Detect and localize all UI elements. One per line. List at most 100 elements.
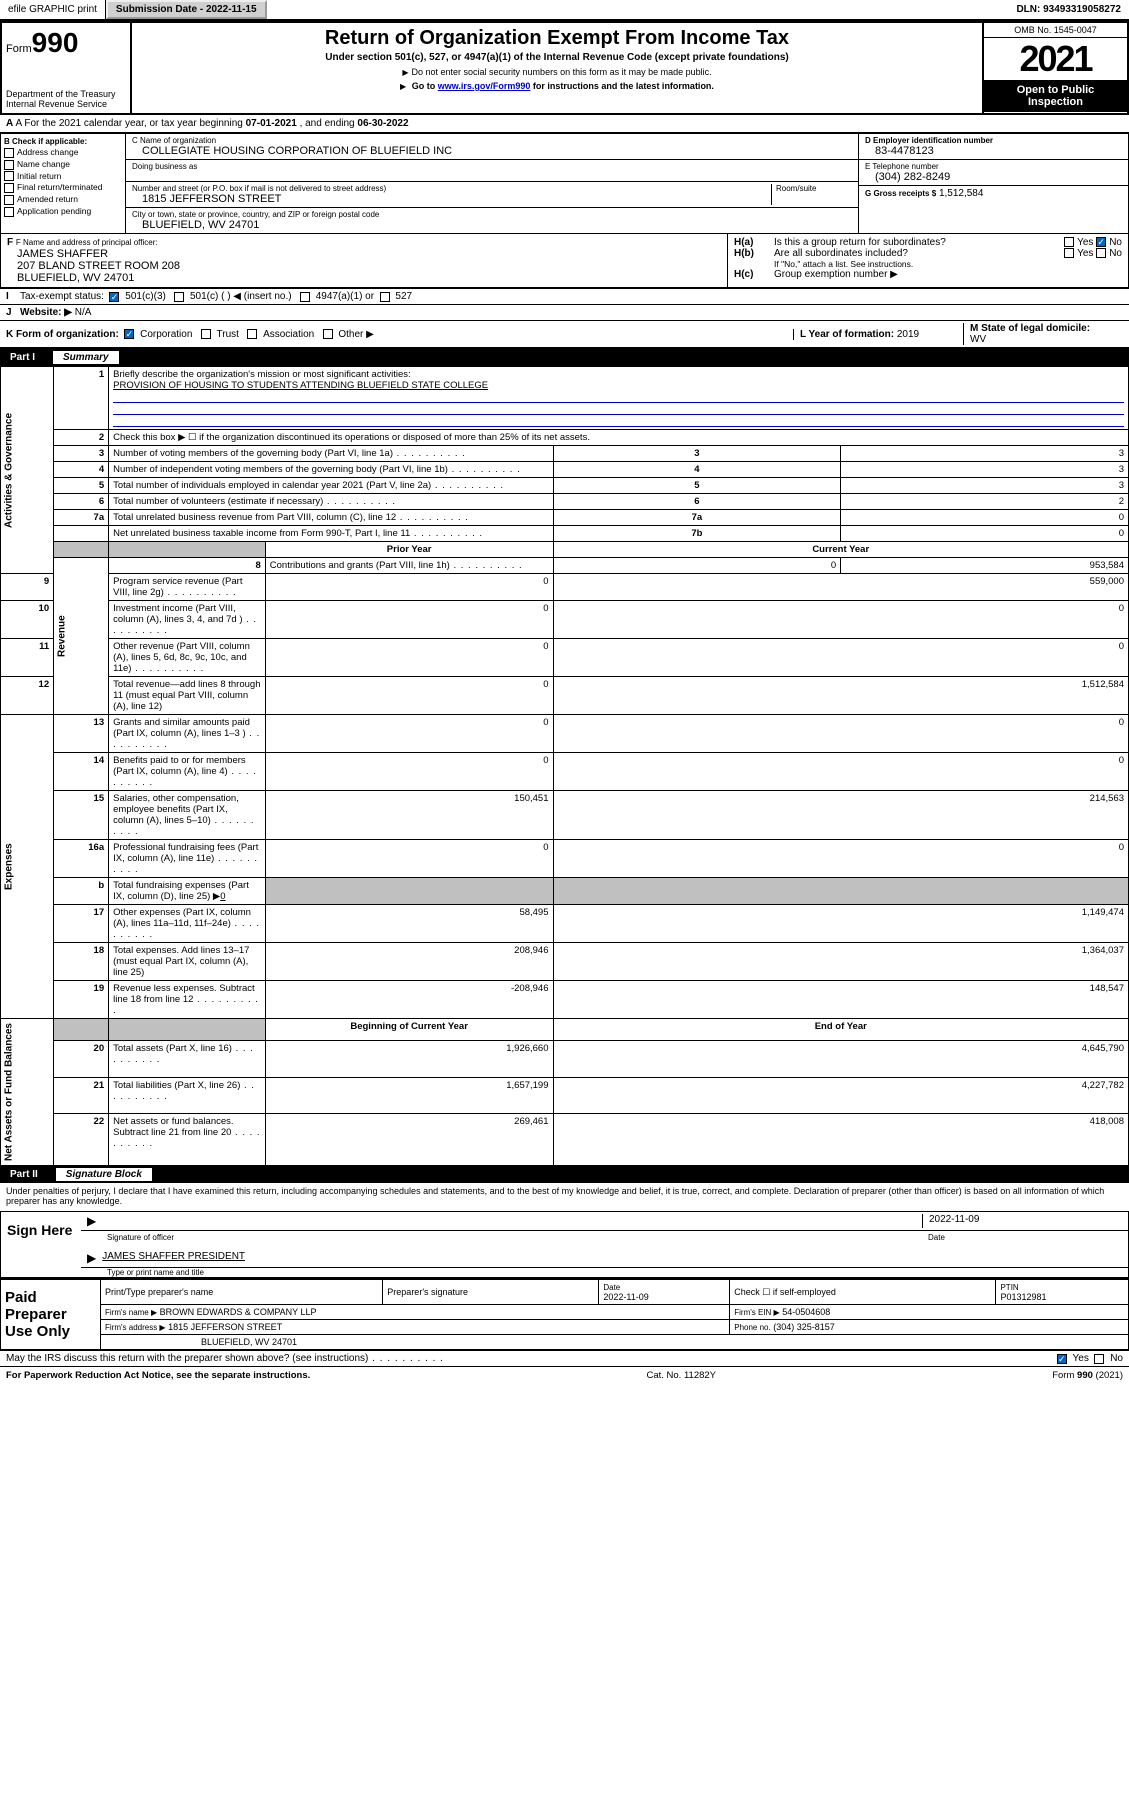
chk-4947[interactable]	[300, 292, 310, 302]
exp-17n: 17	[54, 905, 109, 943]
gov-6t: Total number of volunteers (estimate if …	[109, 494, 553, 510]
discuss-no-chk[interactable]	[1094, 1354, 1104, 1364]
form-subtitle: Under section 501(c), 527, or 4947(a)(1)…	[140, 52, 974, 63]
ha-no[interactable]	[1096, 237, 1106, 247]
paid-preparer-table: Paid Preparer Use Only Print/Type prepar…	[0, 1279, 1129, 1350]
rev-9t: Program service revenue (Part VIII, line…	[109, 574, 266, 601]
box-d: D Employer identification number 83-4478…	[859, 134, 1128, 160]
chk-527[interactable]	[380, 292, 390, 302]
chk-corp[interactable]	[124, 329, 134, 339]
seca-mid: , and ending	[300, 118, 358, 129]
footer-right: Form 990 (2021)	[1052, 1370, 1123, 1381]
net-20n: 20	[54, 1040, 109, 1077]
chk-name[interactable]: Name change	[4, 159, 122, 170]
net-21c: 4,227,782	[553, 1077, 1129, 1114]
gov-3v: 3	[841, 446, 1129, 462]
exp-15c: 214,563	[553, 791, 1129, 840]
boxj-lbl: Website: ▶	[20, 307, 72, 318]
firm-name: Firm's name ▶ BROWN EDWARDS & COMPANY LL…	[101, 1305, 730, 1320]
hdr-current: Current Year	[553, 542, 1129, 558]
irs-link[interactable]: www.irs.gov/Form990	[438, 81, 531, 91]
box-h: H(a) Is this a group return for subordin…	[728, 234, 1128, 287]
chk-app-pending[interactable]: Application pending	[4, 206, 122, 217]
rev-9c: 559,000	[553, 574, 1129, 601]
net-22c: 418,008	[553, 1114, 1129, 1166]
boxh-b-note: If "No," attach a list. See instructions…	[734, 259, 1122, 269]
chk-501c3[interactable]	[109, 292, 119, 302]
gov-4t: Number of independent voting members of …	[109, 462, 553, 478]
chk-assoc[interactable]	[247, 329, 257, 339]
chk-final[interactable]: Final return/terminated	[4, 182, 122, 193]
chk-amended[interactable]: Amended return	[4, 194, 122, 205]
exp-18p: 208,946	[265, 943, 553, 981]
discuss-no: No	[1110, 1353, 1123, 1364]
box-c: C Name of organization COLLEGIATE HOUSIN…	[126, 134, 858, 233]
summary-table: Activities & Governance 1 Briefly descri…	[0, 366, 1129, 1166]
hb-no[interactable]	[1096, 248, 1106, 258]
prep-sig-lbl: Preparer's signature	[383, 1280, 599, 1305]
rev-12p: 0	[265, 677, 553, 715]
part1-num: Part I	[10, 352, 35, 363]
footer-left: For Paperwork Reduction Act Notice, see …	[6, 1370, 310, 1381]
ha-yes[interactable]	[1064, 237, 1074, 247]
discuss-yes-chk[interactable]	[1057, 1354, 1067, 1364]
chk-other[interactable]	[323, 329, 333, 339]
gov-4n: 4	[54, 462, 109, 478]
box-g: G Gross receipts $ 1,512,584	[859, 186, 1128, 208]
chk-initial[interactable]: Initial return	[4, 171, 122, 182]
rev-9n: 9	[1, 574, 54, 601]
net-20t: Total assets (Part X, line 16)	[109, 1040, 266, 1077]
exp-16bn: b	[54, 878, 109, 905]
gov-5b: 5	[553, 478, 841, 494]
box-hc: H(c) Group exemption number ▶	[734, 269, 1122, 280]
seca-begin: 07-01-2021	[246, 118, 297, 129]
boxf-name: JAMES SHAFFER	[7, 248, 721, 260]
boxh-b-text: Are all subordinates included?	[774, 248, 1064, 259]
firm-phone: Phone no. (304) 325-8157	[730, 1320, 1129, 1335]
part2-title: Signature Block	[56, 1168, 152, 1181]
dln-cell: DLN: 93493319058272	[1008, 0, 1129, 19]
dept-label: Department of the Treasury Internal Reve…	[6, 89, 126, 109]
prep-date: Date2022-11-09	[599, 1280, 730, 1305]
dln-value: 93493319058272	[1043, 4, 1121, 15]
chk-address[interactable]: Address change	[4, 147, 122, 158]
boxb-final: Final return/terminated	[17, 182, 103, 192]
tax-year: 2021	[984, 38, 1127, 80]
box-j: J Website: ▶ N/A	[0, 304, 1129, 320]
box-l: L Year of formation: 2019	[793, 329, 963, 340]
exp-18c: 1,364,037	[553, 943, 1129, 981]
part1-title: Summary	[53, 351, 119, 364]
note2-pre: Go to	[412, 81, 438, 91]
boxm-val: WV	[970, 334, 986, 345]
prep-name-lbl: Print/Type preparer's name	[101, 1280, 383, 1305]
boxl-val: 2019	[897, 329, 919, 340]
exp-17p: 58,495	[265, 905, 553, 943]
chk-501c[interactable]	[174, 292, 184, 302]
gov-5v: 3	[841, 478, 1129, 494]
hb-yes-lbl: Yes	[1077, 248, 1093, 259]
exp-13p: 0	[265, 715, 553, 753]
line2: Check this box ▶ ☐ if the organization d…	[109, 430, 1129, 446]
exp-19n: 19	[54, 981, 109, 1019]
opt-trust: Trust	[217, 329, 239, 340]
boxc-city-val: BLUEFIELD, WV 24701	[132, 219, 852, 231]
firm-ein: Firm's EIN ▶ 54-0504608	[730, 1305, 1129, 1320]
boxl-lbl: L Year of formation:	[800, 329, 894, 340]
sign-date: 2022-11-09	[922, 1214, 1122, 1228]
box-deg: D Employer identification number 83-4478…	[858, 134, 1128, 233]
side-gov: Activities & Governance	[1, 367, 54, 574]
opt-4947: 4947(a)(1) or	[316, 291, 374, 302]
chk-trust[interactable]	[201, 329, 211, 339]
firm-addr: Firm's address ▶ 1815 JEFFERSON STREET	[101, 1320, 730, 1335]
efile-label: efile GRAPHIC print	[0, 0, 106, 19]
gov-5t: Total number of individuals employed in …	[109, 478, 553, 494]
hb-yes[interactable]	[1064, 248, 1074, 258]
boxm-lbl: M State of legal domicile:	[970, 323, 1090, 334]
submission-date-cell: Submission Date - 2022-11-15	[106, 0, 267, 19]
form-id-col: Form990 Department of the Treasury Inter…	[2, 23, 132, 113]
gov-3n: 3	[54, 446, 109, 462]
gov-7ab: 7a	[553, 510, 841, 526]
gov-5n: 5	[54, 478, 109, 494]
boxk-lbl: K Form of organization:	[6, 329, 119, 340]
boxc-name-lbl: C Name of organization	[132, 136, 852, 145]
